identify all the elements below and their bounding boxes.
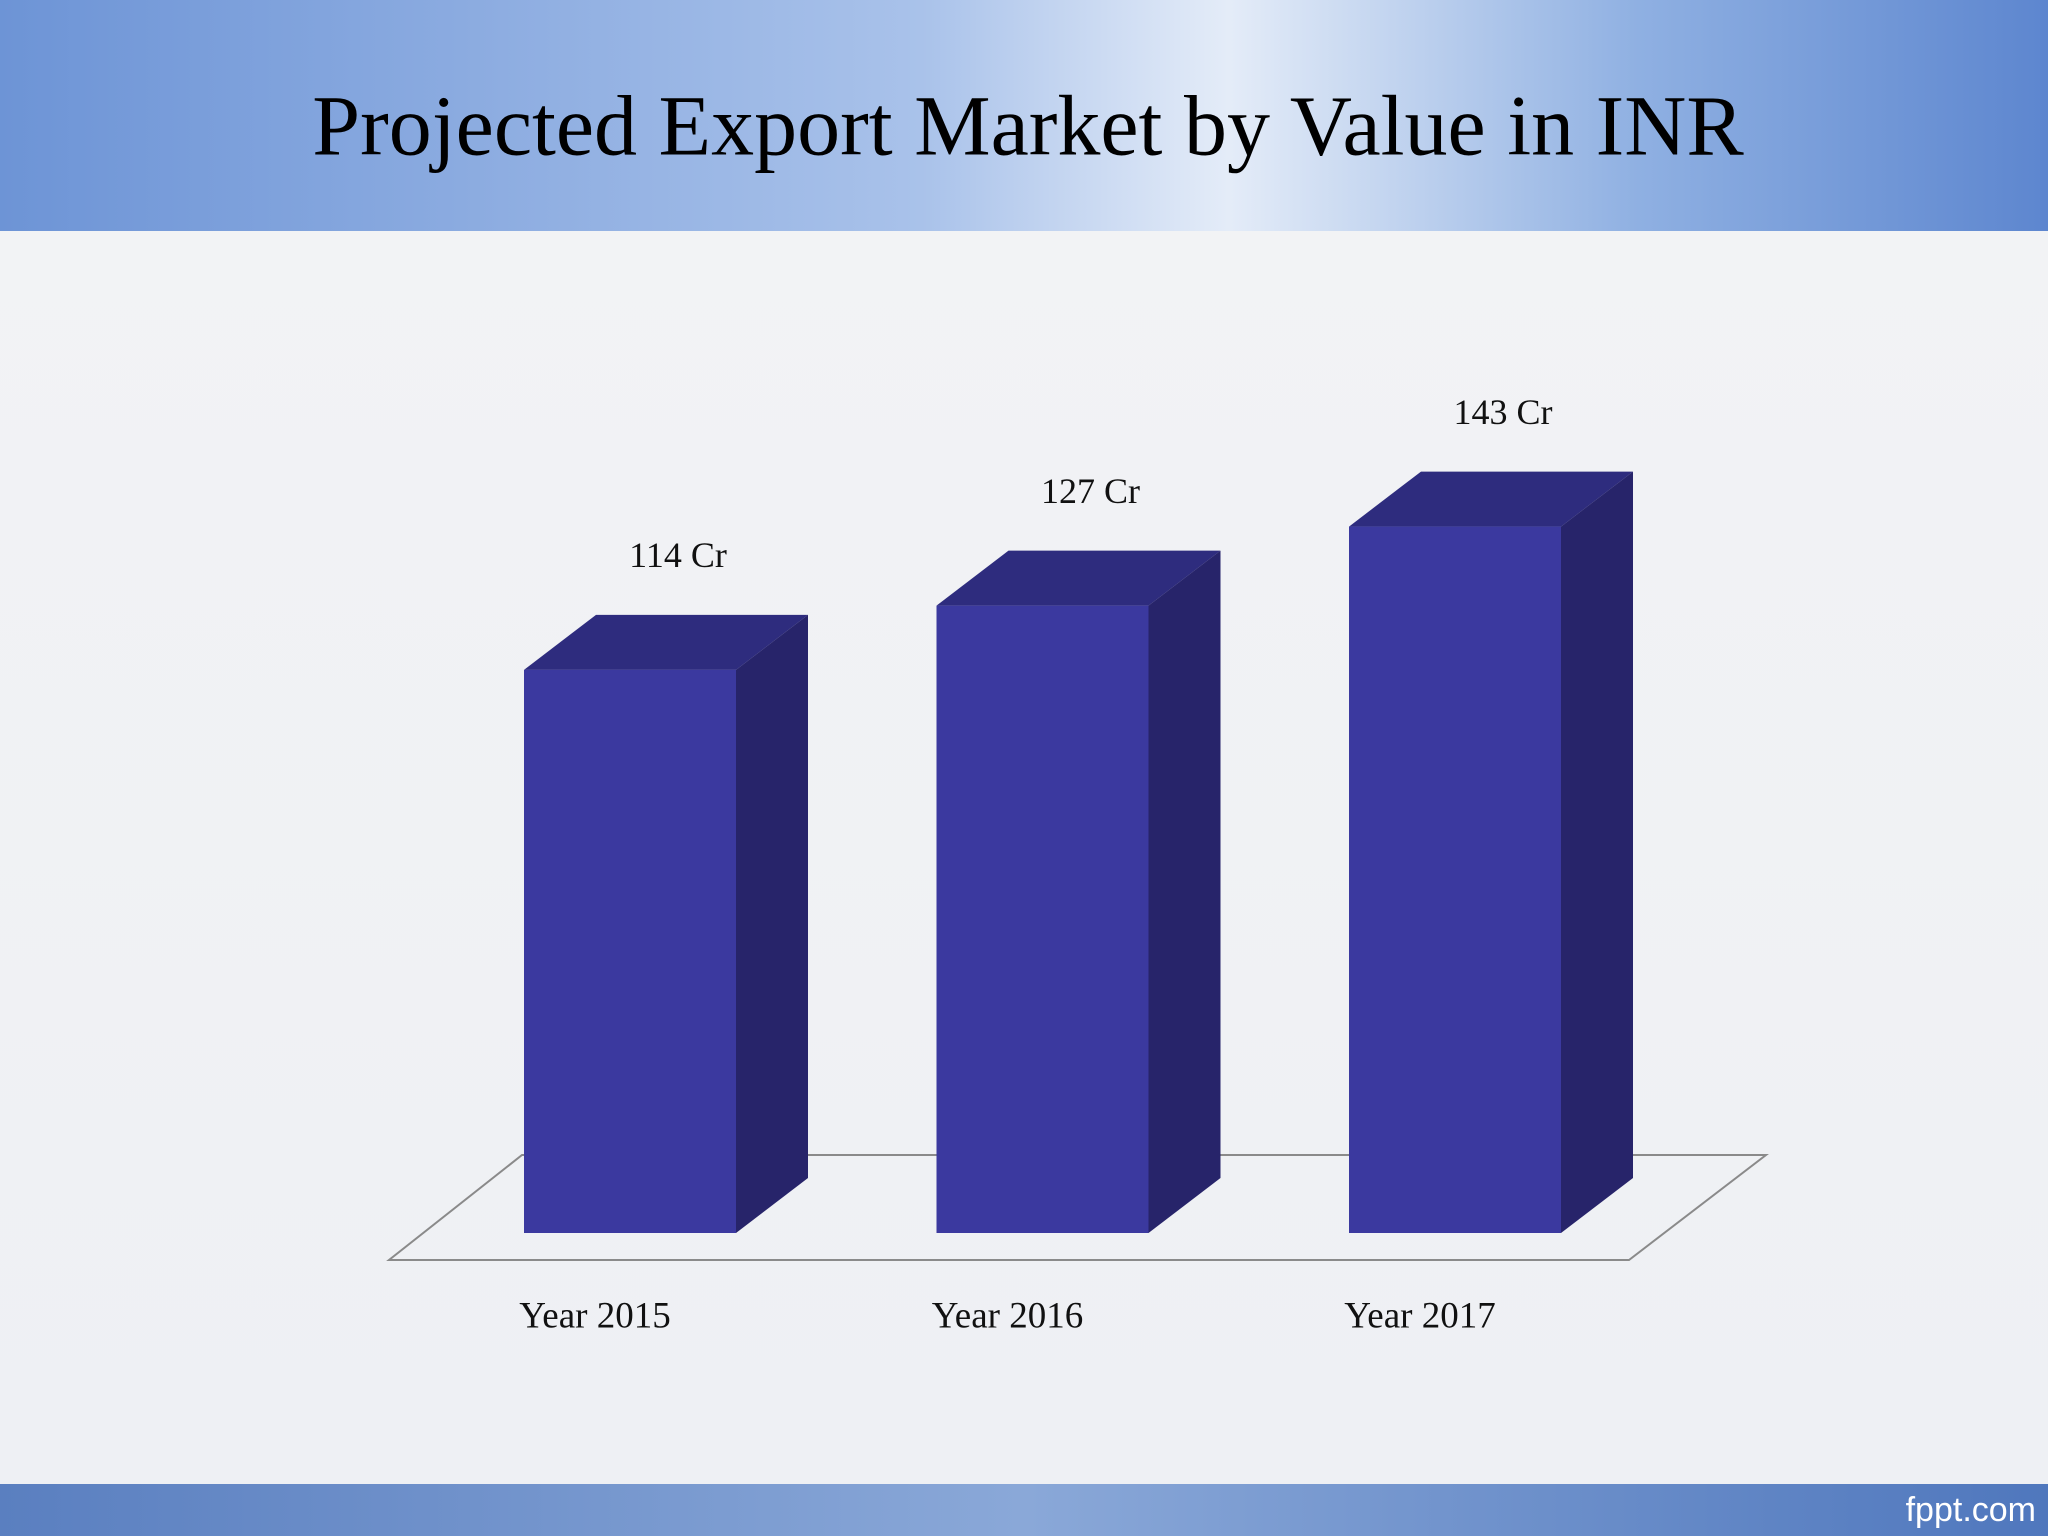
value-label: 127 Cr	[1041, 471, 1140, 511]
x-tick-label: Year 2017	[1344, 1295, 1495, 1336]
bar-side	[1561, 471, 1633, 1234]
bar-top	[936, 550, 1221, 606]
bar-side	[736, 614, 808, 1233]
bar-top	[524, 614, 808, 670]
bar-top	[1349, 471, 1633, 527]
header-band	[0, 0, 2048, 231]
chart-floor	[386, 1154, 1769, 1261]
bar	[1349, 526, 1561, 1233]
footer-band	[0, 1484, 2048, 1536]
footer-text: fppt.com	[1906, 1491, 2036, 1529]
value-label: 114 Cr	[629, 535, 727, 575]
bar-side	[1148, 550, 1221, 1233]
bar	[936, 605, 1149, 1233]
chart-title: Projected Export Market by Value in INR	[312, 78, 1744, 174]
bar	[524, 669, 736, 1233]
value-label: 143 Cr	[1454, 392, 1553, 432]
x-tick-label: Year 2016	[932, 1295, 1083, 1336]
x-tick-label: Year 2015	[519, 1295, 670, 1336]
